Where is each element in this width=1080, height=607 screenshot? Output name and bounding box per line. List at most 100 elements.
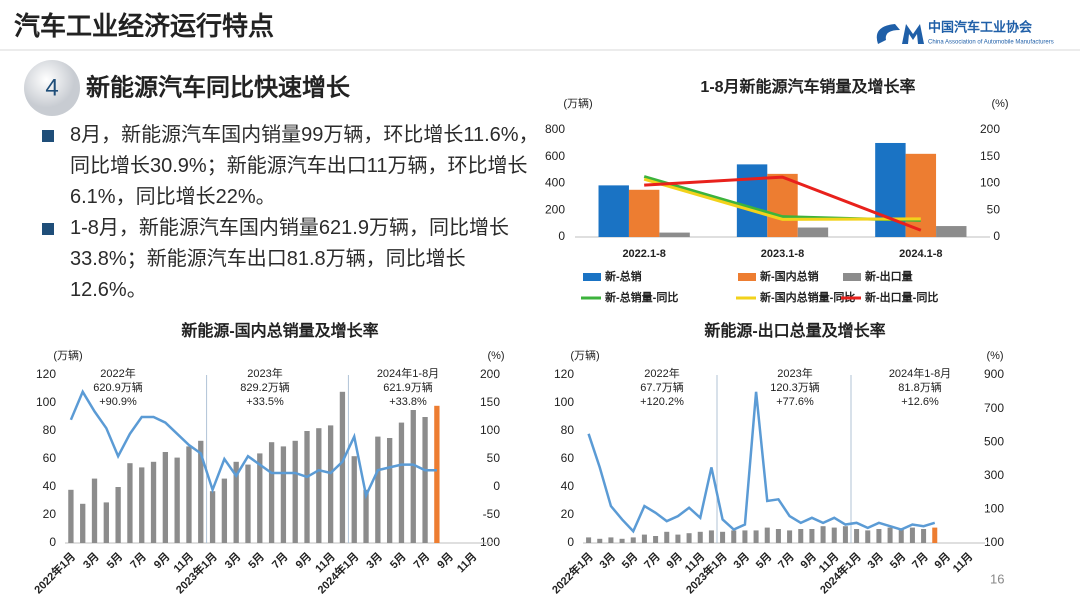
annotation: 620.9万辆 (93, 380, 143, 394)
annotation: 2022年 (644, 366, 679, 380)
x-tick-label: 5月 (104, 550, 125, 571)
legend-label: 新-出口量 (865, 269, 913, 283)
bar (630, 537, 636, 543)
y2-tick-label: 100 (980, 176, 1000, 190)
legend-swatch (738, 273, 756, 281)
bar (434, 405, 440, 543)
chart-title: 新能源-出口总量及增长率 (704, 321, 885, 340)
y-tick-label: 20 (43, 507, 57, 521)
bar (887, 527, 893, 543)
x-tick-label: 11月 (950, 550, 975, 575)
logo-mark (876, 24, 924, 44)
x-tick-label: 7月 (269, 550, 290, 571)
bar (675, 534, 681, 543)
bar (304, 431, 310, 543)
bar (586, 537, 592, 543)
x-tick-label: 7月 (909, 550, 930, 571)
x-tick-label: 5月 (387, 550, 408, 571)
y2-tick-label: 150 (980, 149, 1000, 163)
bar (608, 537, 614, 543)
bar (162, 452, 169, 543)
y2-unit: (%) (986, 350, 1003, 362)
y-tick-label: 40 (43, 479, 57, 493)
annotation: 2024年1-8月 (377, 366, 439, 380)
bar (797, 227, 829, 237)
bar (720, 531, 726, 543)
bar (820, 526, 826, 543)
y2-tick-label: 200 (480, 367, 500, 381)
x-tick-label: 5月 (619, 550, 640, 571)
bar (68, 489, 74, 543)
bar (245, 464, 251, 543)
y-tick-label: 400 (545, 176, 565, 190)
bar (753, 530, 759, 543)
section-number: 4 (45, 74, 58, 101)
bar (787, 530, 793, 543)
bar (375, 436, 381, 543)
annotation: 120.3万辆 (770, 380, 820, 394)
bar (339, 391, 346, 543)
bar (139, 467, 145, 543)
bar (233, 461, 239, 543)
bar (398, 422, 405, 543)
bullet: 8月，新能源汽车国内销量99万辆，环比增长11.6%，同比增长30.9%；新能源… (40, 120, 540, 213)
x-tick-label: 7月 (775, 550, 796, 571)
y-tick-label: 120 (36, 367, 56, 381)
bar (708, 530, 714, 543)
bar (686, 533, 692, 543)
legend-label: 新-总销量-同比 (605, 290, 678, 304)
bar (115, 487, 121, 543)
y-tick-label: 40 (561, 479, 575, 493)
bar (257, 453, 263, 543)
annotation: +90.9% (99, 396, 137, 408)
bar (664, 531, 670, 543)
x-tick-label: 3月 (80, 550, 101, 571)
x-tick-label: 3月 (222, 550, 243, 571)
x-tick-label: 3月 (597, 550, 618, 571)
bar (209, 491, 216, 543)
line (587, 391, 936, 534)
bar (736, 164, 768, 237)
legend-label: 新-总销 (605, 269, 642, 283)
legend-label: 新-国内总销量-同比 (760, 290, 855, 304)
y-unit: (万辆) (53, 348, 82, 362)
bar (775, 529, 781, 543)
bar (932, 527, 938, 543)
legend-swatch (583, 273, 601, 281)
bar (127, 463, 133, 543)
line (644, 175, 922, 232)
bar (898, 529, 904, 543)
x-tick-label: 2024.1-8 (899, 248, 942, 260)
bar (422, 417, 428, 543)
y-tick-label: 100 (36, 395, 56, 409)
bar (653, 536, 659, 543)
y2-tick-label: 700 (984, 401, 1004, 415)
y-tick-label: 120 (554, 367, 574, 381)
bar (697, 531, 703, 543)
y2-tick-label: 50 (487, 451, 501, 465)
bullet: 1-8月，新能源汽车国内销量621.9万辆，同比增长33.8%；新能源汽车出口8… (40, 213, 540, 306)
bar (921, 529, 927, 543)
bar (798, 529, 804, 543)
section-badge (24, 60, 80, 116)
annotation: 2022年 (100, 366, 135, 380)
y-tick-label: 80 (43, 423, 57, 437)
y2-tick-label: -50 (483, 507, 501, 521)
y-unit: (万辆) (570, 348, 599, 362)
bar (659, 232, 690, 237)
bar (91, 478, 98, 543)
page-number: 16 (990, 571, 1004, 586)
bar (641, 534, 647, 543)
y2-tick-label: 100 (984, 502, 1004, 516)
x-tick-label: 7月 (411, 550, 432, 571)
bar (292, 440, 298, 543)
bar (619, 538, 625, 543)
x-tick-label: 2022年1月 (31, 549, 78, 596)
legend-swatch (843, 273, 861, 281)
y-tick-label: 800 (545, 122, 565, 136)
x-tick-label: 5月 (887, 550, 908, 571)
annotation: 621.9万辆 (383, 380, 433, 394)
y2-tick-label: 50 (987, 202, 1001, 216)
y-tick-label: 200 (545, 202, 565, 216)
